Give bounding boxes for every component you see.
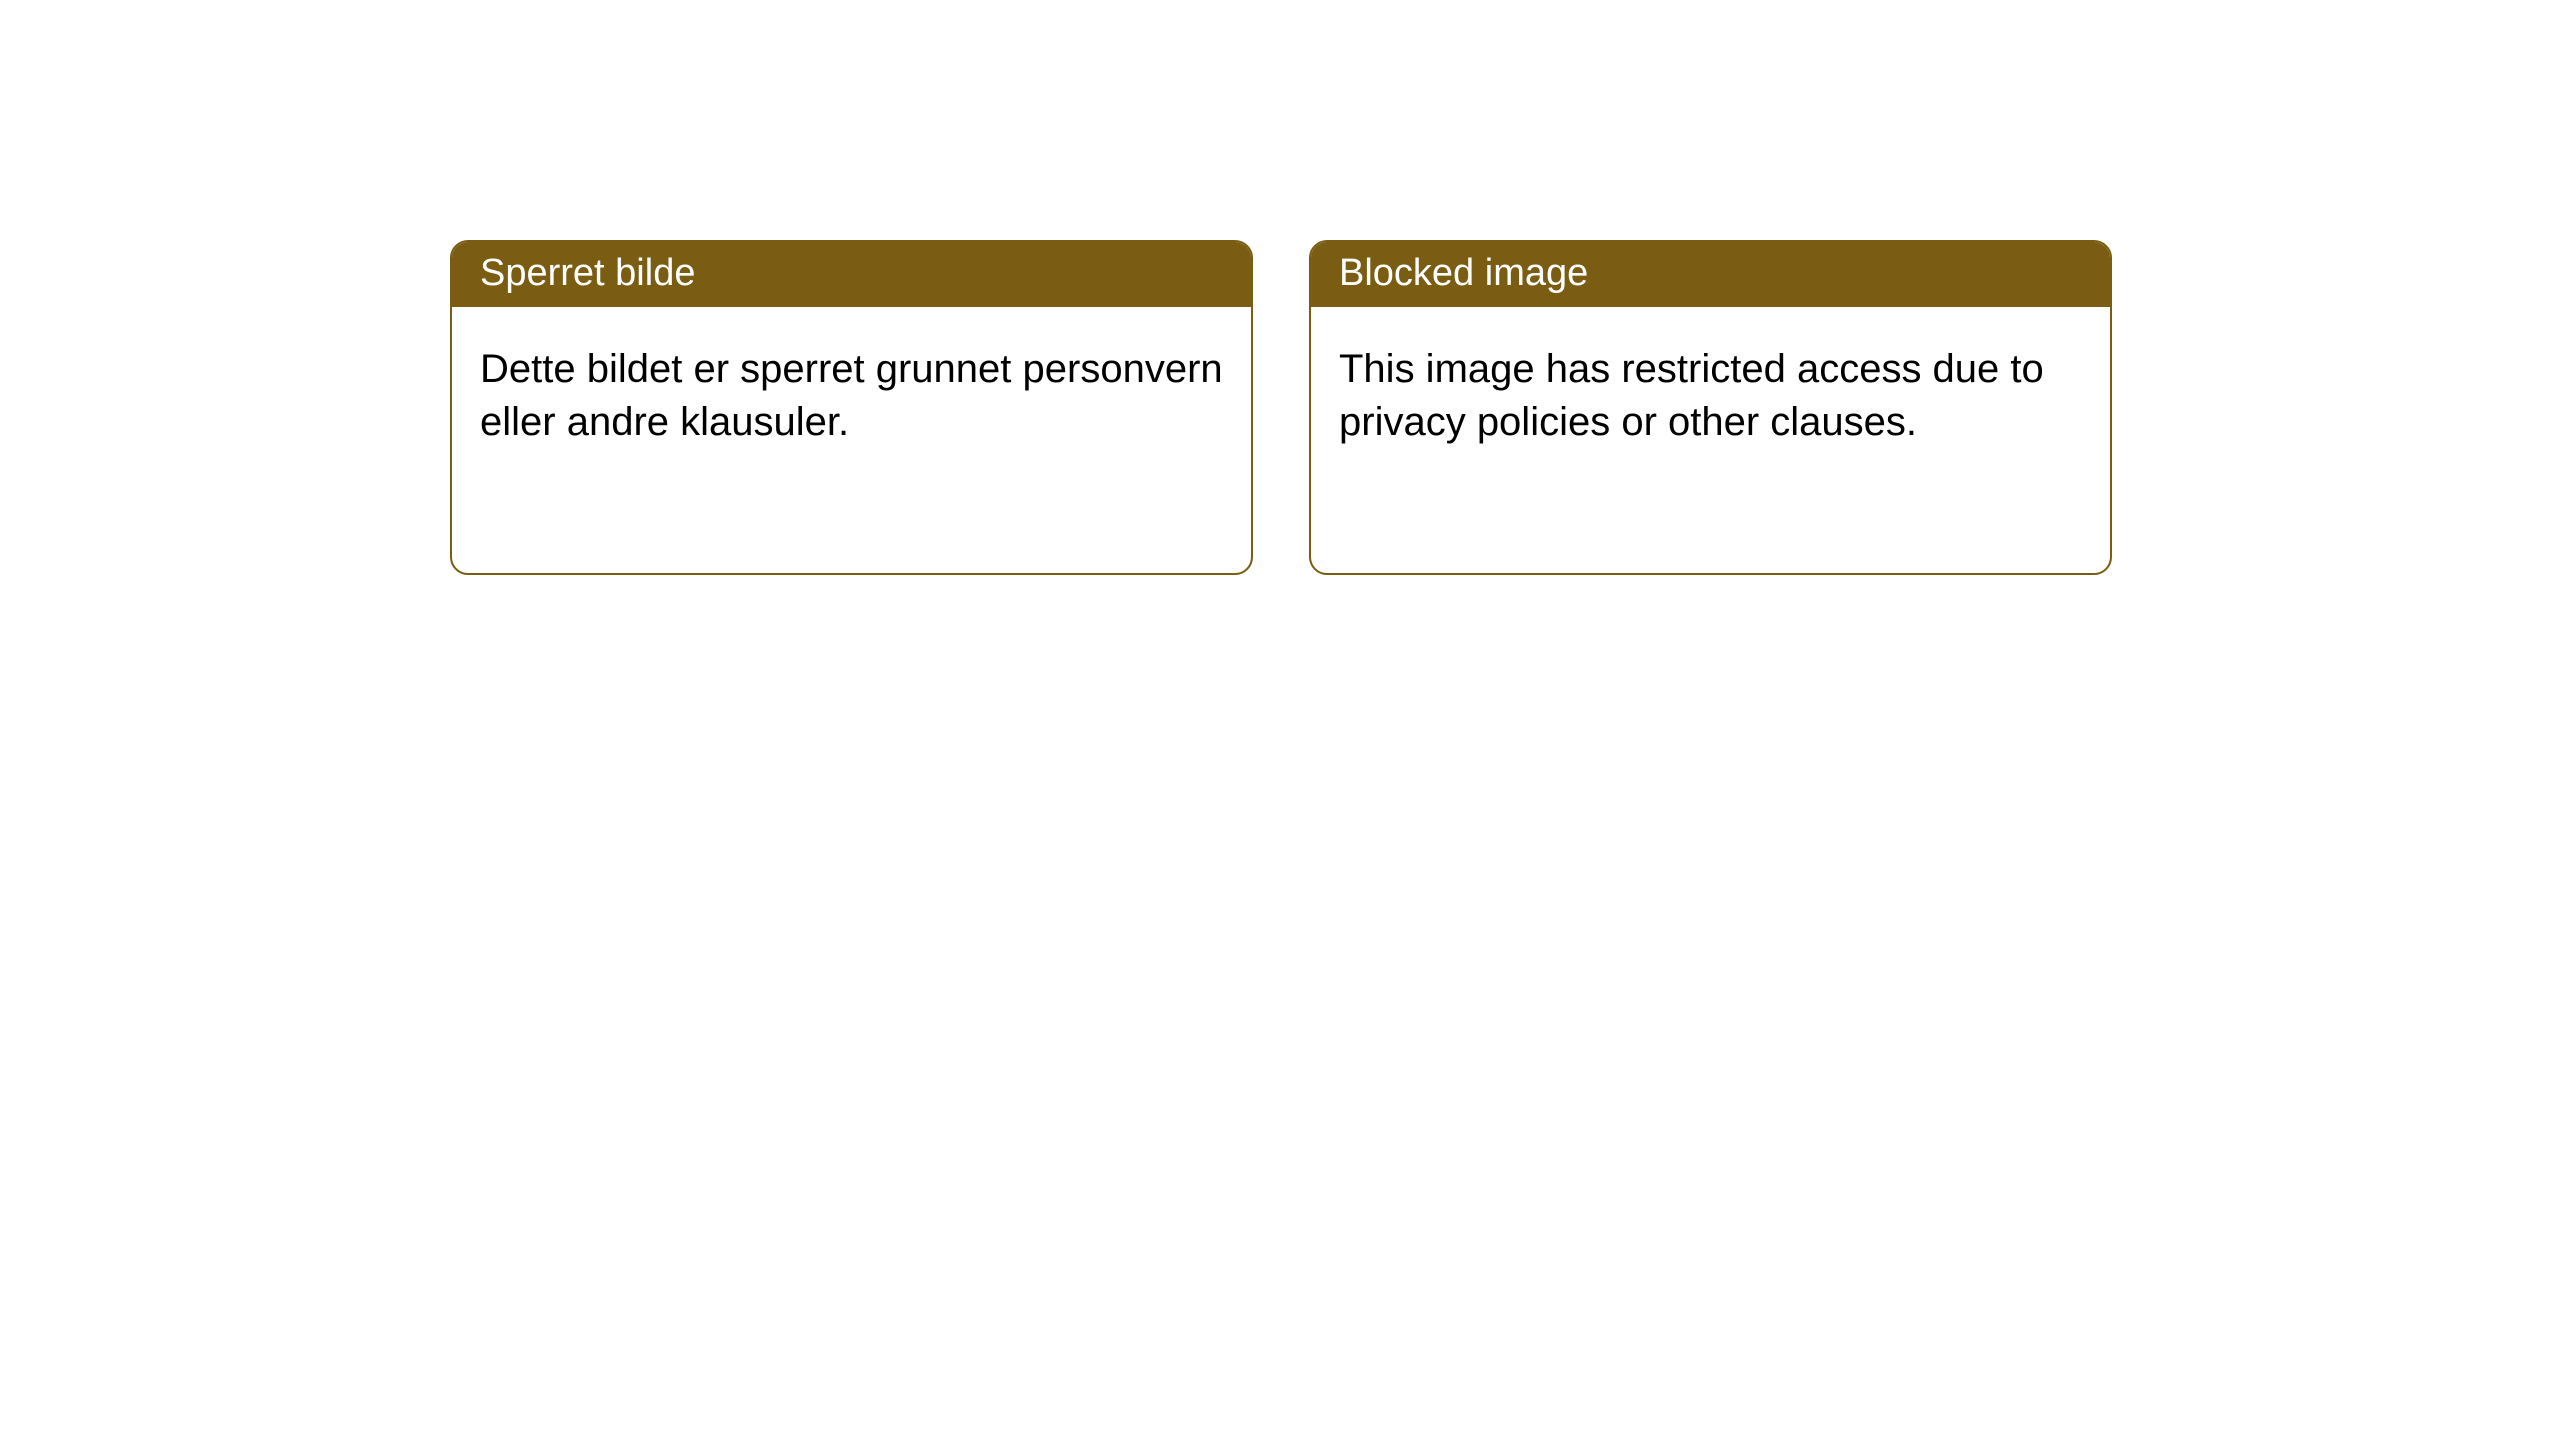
notice-header: Blocked image	[1311, 242, 2110, 307]
notice-box-norwegian: Sperret bilde Dette bildet er sperret gr…	[450, 240, 1253, 575]
notice-body: This image has restricted access due to …	[1311, 307, 2110, 477]
notice-box-english: Blocked image This image has restricted …	[1309, 240, 2112, 575]
notice-container: Sperret bilde Dette bildet er sperret gr…	[0, 0, 2560, 575]
notice-header: Sperret bilde	[452, 242, 1251, 307]
notice-body: Dette bildet er sperret grunnet personve…	[452, 307, 1251, 477]
